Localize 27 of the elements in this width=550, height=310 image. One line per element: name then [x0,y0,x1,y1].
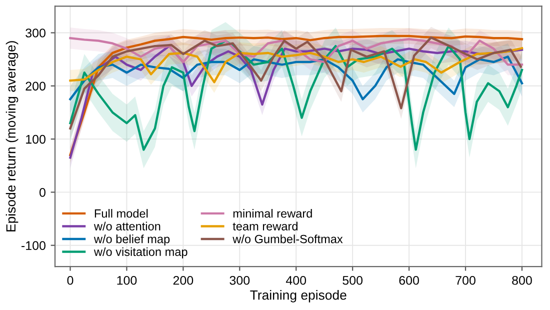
x-tick-label: 300 [230,276,250,285]
x-tick-label: 500 [342,276,363,285]
x-tick-label: 100 [117,276,137,285]
legend-label: team reward [232,222,298,230]
line-series [69,36,522,130]
y-axis-title: Episode return (moving average) [6,41,18,232]
x-tick-label: 200 [173,276,194,285]
y-tick-label: 100 [26,134,46,144]
legend-label: w/o attention [94,222,160,230]
line-series [69,47,524,84]
line-series [69,56,524,100]
legend-label: minimal reward [233,209,312,218]
legend-label: w/o visitation map [94,247,188,258]
x-tick-label: 0 [67,276,74,285]
y-tick-label: 0 [40,188,46,197]
x-axis-title: Training episode [250,290,346,302]
y-tick-label: -100 [22,241,46,250]
x-tick-label: 400 [286,276,306,285]
x-tick-label: 700 [456,276,476,285]
x-tick-label: 600 [399,276,419,285]
legend-label: Full model [94,209,148,218]
y-tick-label: 200 [26,82,46,91]
y-tick-label: 300 [26,28,46,38]
legend-label: w/o Gumbel-Softmax [232,234,343,244]
x-tick-label: 800 [512,276,532,285]
legend-label: w/o belief map [94,234,170,246]
line-series [69,36,524,66]
